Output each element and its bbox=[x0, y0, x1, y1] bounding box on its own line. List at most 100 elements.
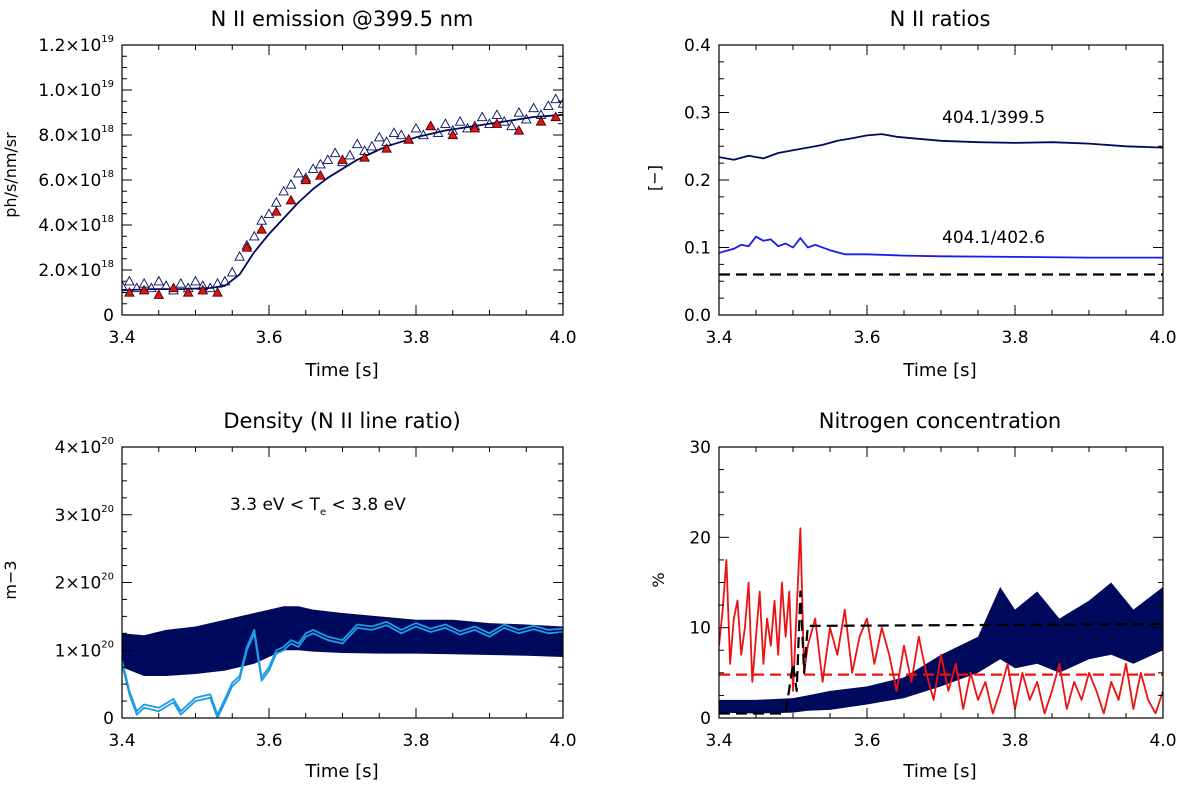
nitrogen-y-tick-label: 0 bbox=[700, 709, 711, 729]
emission-data-point bbox=[263, 208, 275, 218]
emission-plot-area: 3.4 3.6 3.8 4.0 0 2.0×1018​ 4.0×1018​ 6.0×1018​… bbox=[38, 34, 576, 348]
emission-data-point bbox=[432, 127, 444, 137]
density-data-layer bbox=[122, 606, 563, 718]
emission-data-point bbox=[146, 282, 157, 293]
emission-data-point bbox=[344, 149, 356, 160]
nitrogen-series-2-dashed-line bbox=[719, 590, 1163, 715]
emission-data-point bbox=[550, 93, 562, 104]
emission-chart-title: N II emission @399.5 nm bbox=[211, 7, 474, 31]
emission-data-point bbox=[366, 140, 378, 151]
emission-data-point bbox=[315, 169, 326, 180]
emission-x-tick-label: 4.0 bbox=[549, 328, 576, 348]
emission-data-point bbox=[359, 151, 370, 162]
emission-data-point bbox=[454, 115, 466, 126]
emission-data-point bbox=[190, 275, 201, 286]
nitrogen-x-tick-label: 4.0 bbox=[1149, 731, 1176, 751]
emission-data-point bbox=[535, 115, 547, 126]
emission-data-point bbox=[124, 275, 135, 286]
density-y-axis-label: m−3 bbox=[1, 560, 20, 599]
emission-data-point bbox=[440, 118, 451, 128]
emission-data-point bbox=[285, 178, 297, 189]
emission-data-point bbox=[124, 286, 135, 297]
nitrogen-y-axis-label: % bbox=[649, 572, 668, 587]
nitrogen-chart: Nitrogen concentration Time [s] % 3.4 3.6… bbox=[649, 409, 1177, 782]
emission-data-point bbox=[469, 122, 481, 133]
emission-x-tick-label: 3.4 bbox=[108, 328, 135, 348]
density-x-tick-label: 4.0 bbox=[549, 731, 576, 751]
emission-data-point bbox=[270, 205, 282, 216]
ratios-data-layer bbox=[719, 133, 1163, 276]
nitrogen-plot-area: 3.4 3.6 3.8 4.0 0 10 20 30 bbox=[689, 438, 1176, 751]
nitrogen-y-tick-label: 20 bbox=[689, 528, 711, 548]
emission-data-point bbox=[418, 129, 429, 140]
emission-data-point bbox=[241, 241, 253, 252]
emission-data-point bbox=[425, 120, 437, 131]
emission-data-point bbox=[410, 122, 422, 133]
emission-data-point bbox=[329, 147, 341, 158]
emission-data-point bbox=[168, 282, 179, 293]
ratios-y-tick-label: 0.4 bbox=[684, 36, 711, 56]
ratios-annotation-404-399: 404.1/399.5 bbox=[942, 108, 1045, 128]
density-x-axis-label: Time [s] bbox=[304, 761, 378, 782]
nitrogen-x-tick-label: 3.4 bbox=[705, 731, 732, 751]
density-chart-title: Density (N II line ratio) bbox=[223, 409, 460, 433]
emission-data-point bbox=[373, 131, 385, 142]
emission-x-tick-label: 3.6 bbox=[255, 328, 282, 348]
emission-data-point bbox=[462, 122, 473, 133]
emission-data-point bbox=[248, 230, 260, 241]
emission-data-point bbox=[219, 275, 231, 286]
emission-data-point bbox=[491, 118, 503, 128]
emission-data-point bbox=[557, 97, 563, 108]
ratios-y-tick-label: 0.1 bbox=[684, 239, 711, 259]
emission-data-point bbox=[506, 120, 517, 131]
emission-data-point bbox=[528, 102, 539, 113]
density-x-tick-label: 3.4 bbox=[108, 731, 135, 751]
ratios-annotation-404-402: 404.1/402.6 bbox=[942, 228, 1045, 248]
emission-data-point bbox=[388, 127, 400, 137]
emission-data-point bbox=[476, 111, 488, 122]
ratios-x-axis-label: Time [s] bbox=[902, 360, 976, 381]
ratios-series-1-line bbox=[719, 235, 1163, 259]
ratios-y-tick-label: 0.0 bbox=[684, 306, 711, 326]
emission-data-layer bbox=[122, 93, 563, 299]
emission-y-tick-label: 1.0×1019​ bbox=[38, 79, 114, 101]
ratios-chart: N II ratios Time [s] [−] 3.4 3.6 3.8 4.0 0.0… bbox=[645, 7, 1177, 381]
emission-axes-frame bbox=[121, 44, 564, 316]
emission-data-point bbox=[381, 142, 392, 153]
emission-data-point bbox=[197, 284, 209, 295]
density-series-1-line bbox=[122, 624, 563, 718]
emission-y-tick-label: 4.0×1018​ bbox=[38, 214, 114, 236]
nitrogen-uncertainty-band bbox=[719, 582, 1163, 714]
emission-data-point bbox=[351, 138, 363, 149]
emission-y-tick-label: 1.2×1019​ bbox=[38, 34, 114, 56]
emission-data-point bbox=[395, 129, 407, 140]
emission-data-point bbox=[278, 185, 290, 196]
density-y-tick-label: 0 bbox=[103, 709, 114, 729]
emission-y-tick-label: 2.0×1018​ bbox=[38, 259, 114, 281]
density-annotation: 3.3 eV < Te < 3.8 eV bbox=[230, 495, 406, 518]
emission-data-point bbox=[513, 124, 525, 135]
emission-y-tick-label: 6.0×1018​ bbox=[38, 169, 114, 191]
emission-data-point bbox=[234, 250, 245, 261]
nitrogen-series-0-line bbox=[719, 527, 1163, 715]
ratios-x-tick-label: 3.4 bbox=[705, 328, 732, 348]
density-x-tick-label: 3.6 bbox=[255, 731, 282, 751]
ratios-chart-title: N II ratios bbox=[890, 7, 991, 31]
density-y-tick-label: 4×1020​ bbox=[55, 436, 114, 458]
emission-data-point bbox=[182, 286, 194, 297]
density-axes-frame bbox=[121, 446, 564, 719]
emission-data-point bbox=[293, 167, 304, 178]
nitrogen-x-tick-label: 3.8 bbox=[1001, 731, 1028, 751]
emission-data-point bbox=[153, 289, 165, 299]
emission-data-point bbox=[322, 154, 334, 164]
ratios-y-tick-label: 0.2 bbox=[684, 171, 711, 191]
emission-x-axis-label: Time [s] bbox=[304, 360, 378, 381]
emission-data-point bbox=[226, 266, 238, 277]
emission-data-point bbox=[447, 129, 459, 140]
nitrogen-y-tick-label: 30 bbox=[689, 438, 711, 458]
emission-data-point bbox=[138, 284, 150, 295]
ratios-series-0-line bbox=[719, 133, 1163, 161]
ratios-y-axis-label: [−] bbox=[645, 165, 664, 191]
ratios-x-tick-label: 3.8 bbox=[1001, 328, 1028, 348]
ratios-x-tick-label: 4.0 bbox=[1149, 328, 1176, 348]
